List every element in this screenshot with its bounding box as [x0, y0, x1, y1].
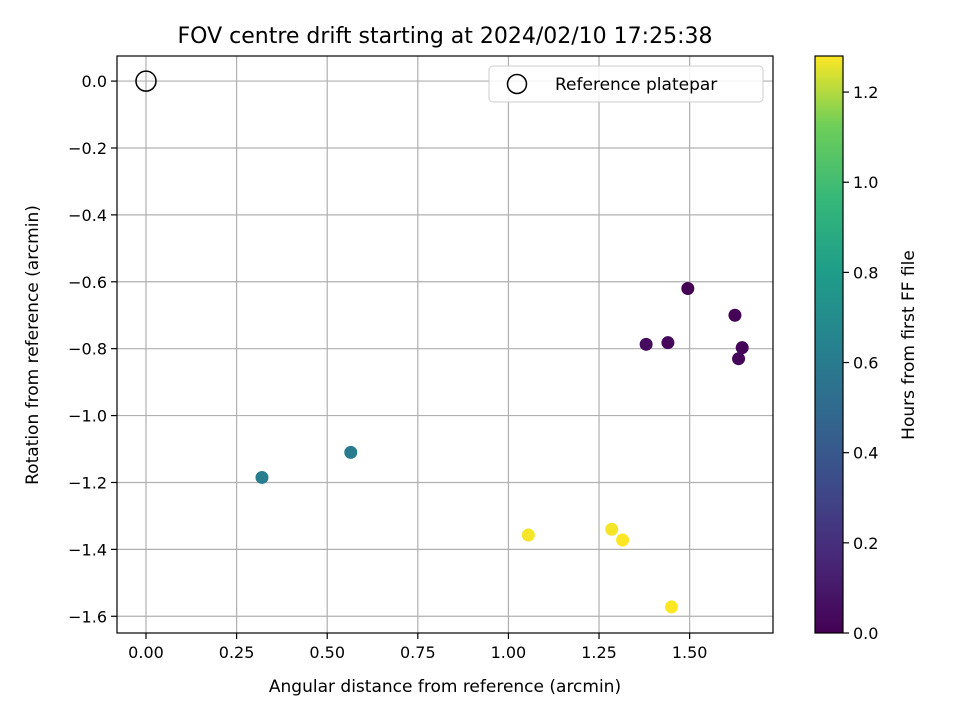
colorbar-label: Hours from first FF file	[899, 250, 919, 440]
data-point	[661, 336, 675, 350]
colorbar-tick-label: 0.8	[853, 263, 878, 282]
y-tick-label: −1.6	[68, 607, 107, 626]
data-point	[521, 528, 535, 542]
colorbar-gradient	[814, 55, 844, 634]
colorbar-ticks: 0.0 0.2 0.4 0.6 0.8 1.0 1.2	[843, 83, 878, 643]
data-point	[344, 445, 358, 459]
y-tick-label: −0.4	[68, 206, 107, 225]
y-tick-label: −1.2	[68, 473, 107, 492]
reference-platepar-marker	[135, 70, 157, 92]
data-point	[681, 281, 695, 295]
y-tick-label: −0.2	[68, 139, 107, 158]
colorbar: 0.0 0.2 0.4 0.6 0.8 1.0 1.2 Hours from first F…	[814, 55, 919, 643]
colorbar-tick-label: 0.4	[853, 444, 878, 463]
y-tick-label: −1.0	[68, 407, 107, 426]
y-axis-ticks: 0.0 −0.2 −0.4 −0.6 −0.8 −1.0 −1.2 −1.4 −1.6	[68, 72, 117, 626]
x-axis-label: Angular distance from reference (arcmin)	[269, 677, 621, 697]
y-tick-label: −0.6	[68, 273, 107, 292]
data-point	[255, 470, 269, 484]
grid-lines	[117, 56, 773, 633]
colorbar-tick-label: 1.0	[853, 173, 878, 192]
y-tick-label: −1.4	[68, 540, 107, 559]
y-axis-label: Rotation from reference (arcmin)	[23, 205, 43, 485]
legend: Reference platepar	[488, 65, 764, 103]
data-points	[135, 70, 749, 614]
legend-label-reference: Reference platepar	[555, 75, 717, 95]
colorbar-tick-label: 0.0	[853, 624, 878, 643]
colorbar-tick-label: 1.2	[853, 83, 878, 102]
legend-marker-reference	[506, 73, 528, 95]
x-axis-ticks: 0.00 0.25 0.50 0.75 1.00 1.25 1.50	[128, 633, 707, 662]
data-point	[665, 600, 679, 614]
x-tick-label: 1.25	[581, 643, 617, 662]
chart-title: FOV centre drift starting at 2024/02/10 …	[178, 24, 713, 49]
x-tick-label: 0.50	[309, 643, 345, 662]
x-tick-label: 0.75	[400, 643, 436, 662]
x-tick-label: 1.50	[672, 643, 708, 662]
x-tick-label: 1.00	[491, 643, 527, 662]
y-tick-label: −0.8	[68, 340, 107, 359]
data-point	[605, 522, 619, 536]
colorbar-tick-label: 0.6	[853, 354, 878, 373]
data-point	[732, 352, 746, 366]
data-point	[616, 533, 630, 547]
data-point	[728, 308, 742, 322]
legend-box	[488, 65, 764, 103]
x-tick-label: 0.00	[128, 643, 164, 662]
data-point	[735, 341, 749, 355]
plot-frame	[116, 55, 774, 634]
colorbar-tick-label: 0.2	[853, 534, 878, 553]
data-point	[639, 337, 653, 351]
y-tick-label: 0.0	[82, 72, 107, 91]
x-tick-label: 0.25	[219, 643, 255, 662]
